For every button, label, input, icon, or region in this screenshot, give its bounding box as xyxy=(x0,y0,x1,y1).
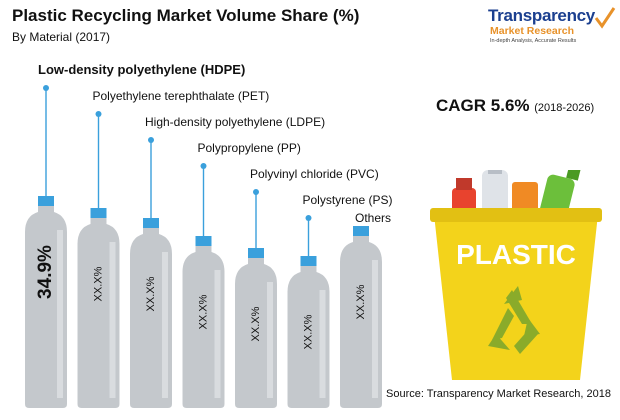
bottle-body xyxy=(182,246,225,408)
bottle-cap xyxy=(38,196,54,206)
bottle-cap xyxy=(353,226,369,236)
cagr-callout: CAGR 5.6% (2018-2026) xyxy=(436,96,594,116)
bottle-highlight xyxy=(57,230,63,398)
leader-dot xyxy=(43,85,49,91)
recycle-icon xyxy=(488,286,540,354)
value-label: XX.X% xyxy=(145,276,157,311)
leader-dot xyxy=(148,137,154,143)
leader-dot xyxy=(95,111,102,117)
bottle-bar-4: Polypropylene (PP) XX.X% xyxy=(182,141,301,408)
company-logo: Transparency Market Research In-depth An… xyxy=(478,4,618,50)
value-label: 34.9% xyxy=(35,245,56,299)
category-label: Polystyrene (PS) xyxy=(303,193,393,207)
source-note: Source: Transparency Market Research, 20… xyxy=(386,388,612,400)
cagr-range: (2018-2026) xyxy=(534,102,595,114)
bottle-body xyxy=(340,236,382,408)
bottle-cap xyxy=(300,256,317,266)
logo-mark-icon xyxy=(594,7,616,29)
value-label: XX.X% xyxy=(197,294,209,329)
bottle-highlight xyxy=(214,270,221,398)
value-label: XX.X% xyxy=(302,314,314,349)
bottle-body xyxy=(77,218,120,408)
bottle-bar-3: High-density polyethylene (LDPE) XX.X% xyxy=(130,115,325,408)
bottle-cap xyxy=(90,208,107,218)
bottle-cap xyxy=(143,218,159,228)
bottle-body xyxy=(287,266,330,408)
logo-name-line1: Transparency xyxy=(488,6,595,25)
bottle-bar-6: Polystyrene (PS) XX.X% xyxy=(287,193,393,408)
category-label: Polypropylene (PP) xyxy=(198,141,301,155)
leader-dot xyxy=(200,163,207,169)
bottle-highlight xyxy=(319,290,326,398)
logo-tagline: In-depth Analysis, Accurate Results xyxy=(490,38,577,44)
value-label: XX.X% xyxy=(355,284,367,319)
bottle-highlight xyxy=(162,252,168,398)
recycling-bin-illustration: PLASTIC xyxy=(430,170,602,380)
category-label: Low-density polyethylene (HDPE) xyxy=(38,62,245,77)
bottle-bar-5: Polyvinyl chloride (PVC) XX.X% xyxy=(235,167,379,408)
category-label: Others xyxy=(355,211,391,225)
bottle-cap xyxy=(195,236,212,246)
bottle-bar-1: Low-density polyethylene (HDPE) 34.9% xyxy=(25,62,245,408)
chart-title: Plastic Recycling Market Volume Share (%… xyxy=(12,6,360,25)
bin-label: PLASTIC xyxy=(456,239,576,270)
leader-dot xyxy=(253,189,259,195)
category-label: Polyethylene terephthalate (PET) xyxy=(93,89,270,103)
cagr-label: CAGR 5.6% xyxy=(436,96,530,115)
bottle-highlight xyxy=(267,282,273,398)
chart-subtitle: By Material (2017) xyxy=(12,30,111,44)
bottle-bar-7: Others XX.X% xyxy=(340,211,391,408)
bottle-highlight xyxy=(372,260,378,398)
bottle-body xyxy=(130,228,172,408)
bottle-highlight xyxy=(109,242,116,398)
bottle-cap xyxy=(248,248,264,258)
logo-name-line2: Market Research xyxy=(490,25,575,37)
value-label: XX.X% xyxy=(250,306,262,341)
bottle-body xyxy=(25,206,67,408)
value-label: XX.X% xyxy=(92,266,104,301)
bottle-bar-chart: Low-density polyethylene (HDPE) 34.9% Poly… xyxy=(25,62,393,408)
bottle-bar-2: Polyethylene terephthalate (PET) XX.X% xyxy=(77,89,270,408)
category-label: High-density polyethylene (LDPE) xyxy=(145,115,325,129)
bottle-body xyxy=(235,258,277,408)
category-label: Polyvinyl chloride (PVC) xyxy=(250,167,379,181)
leader-dot xyxy=(305,215,312,221)
